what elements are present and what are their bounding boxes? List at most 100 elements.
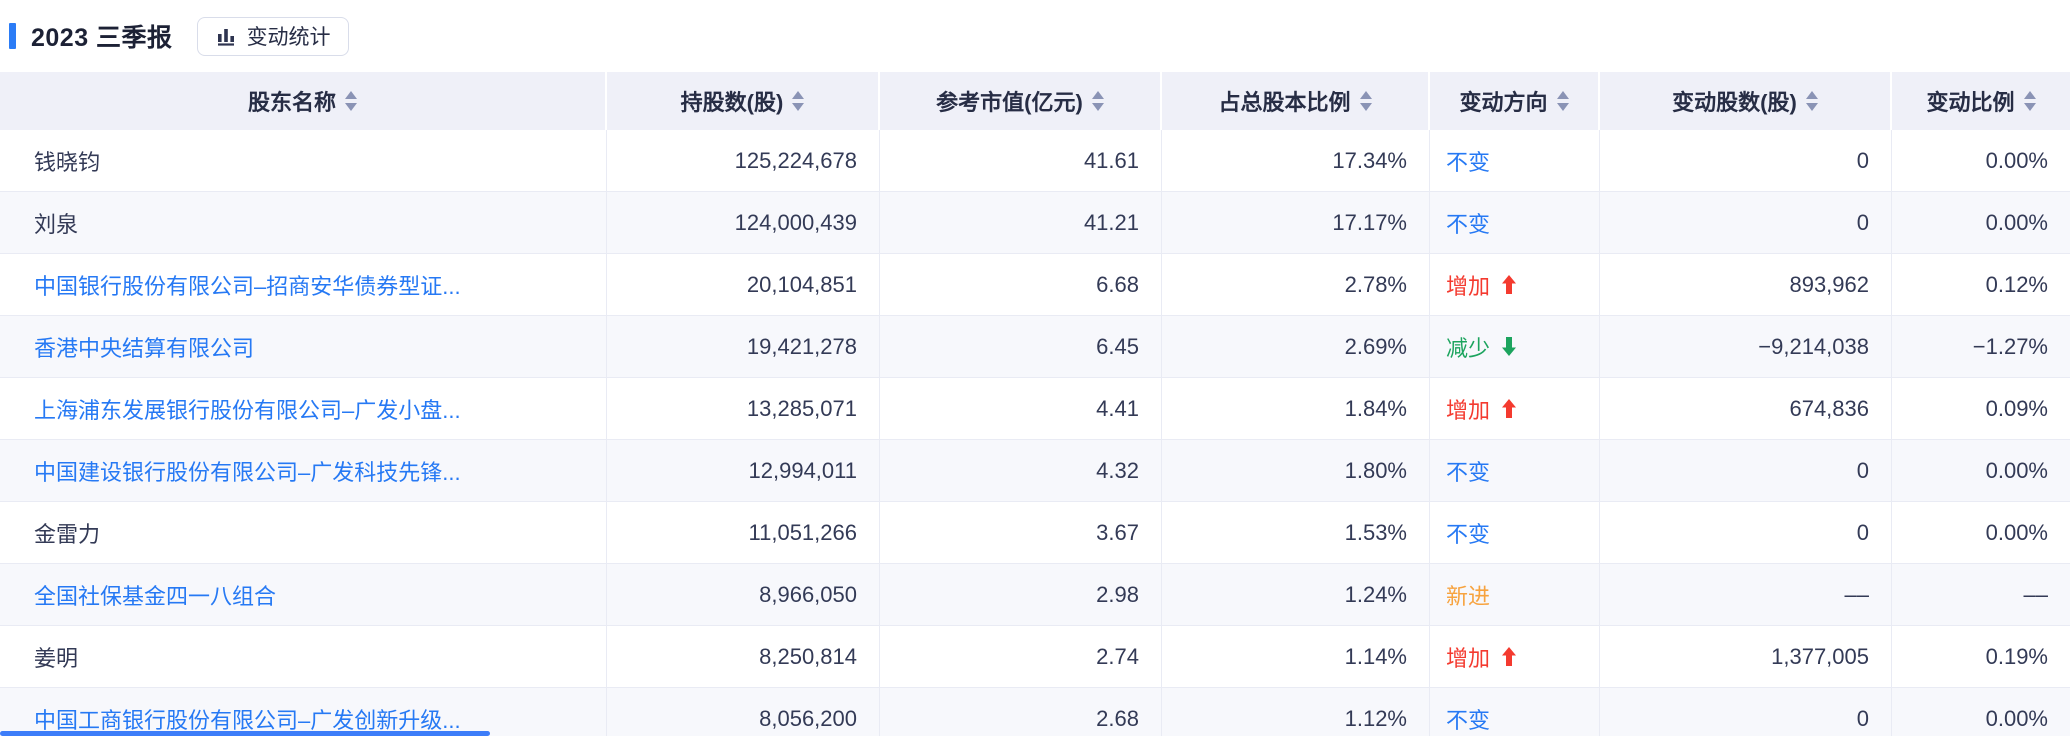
shares-held-cell: 19,421,278 <box>607 316 880 377</box>
table-row: 金雷力 11,051,266 3.67 1.53% 不变 0 0.00% <box>0 502 2070 564</box>
up-arrow-icon <box>1501 398 1517 419</box>
column-header-shareholder-name[interactable]: 股东名称 <box>0 72 607 130</box>
change-ratio-cell: 0.00% <box>1985 457 2048 483</box>
shareholder-name-link[interactable]: 上海浦东发展银行股份有限公司–广发小盘... <box>34 397 461 423</box>
column-header-ratio-of-total[interactable]: 占总股本比例 <box>1162 72 1430 130</box>
market-value-cell: 41.21 <box>880 192 1162 253</box>
change-shares-cell: 1,377,005 <box>1600 626 1892 687</box>
market-value-cell: 4.32 <box>880 440 1162 501</box>
column-header-change-shares[interactable]: 变动股数(股) <box>1600 72 1892 130</box>
change-shares-cell: 674,836 <box>1600 378 1892 439</box>
change-direction-cell: 减少 <box>1430 316 1600 377</box>
shareholder-name-cell: 中国银行股份有限公司–招商安华债券型证... <box>0 254 607 315</box>
shareholder-name: 刘泉 <box>34 211 79 237</box>
sort-icon <box>1091 91 1104 111</box>
direction-label: 增加 <box>1446 397 1491 423</box>
change-shares-cell: –– <box>1600 564 1892 625</box>
change-shares-cell: 0 <box>1600 440 1892 501</box>
shareholder-name-cell: 钱晓钧 <box>0 130 607 191</box>
ratio-cell: 1.12% <box>1162 688 1430 736</box>
direction-label: 新进 <box>1446 583 1491 609</box>
shareholder-name: 钱晓钧 <box>34 149 101 175</box>
column-header-label: 股东名称 <box>247 90 336 115</box>
shareholder-name-cell: 全国社保基金四一八组合 <box>0 564 607 625</box>
shareholder-name-cell: 上海浦东发展银行股份有限公司–广发小盘... <box>0 378 607 439</box>
column-header-label: 变动比例 <box>1926 90 2015 115</box>
title-bar: 2023 三季报 变动统计 <box>0 0 2070 72</box>
shareholder-name-cell: 姜明 <box>0 626 607 687</box>
page-title: 2023 三季报 <box>31 24 173 52</box>
column-header-change-direction[interactable]: 变动方向 <box>1430 72 1600 130</box>
shares-held-cell: 12,994,011 <box>607 440 880 501</box>
change-ratio-cell: −1.27% <box>1972 333 2048 359</box>
sort-icon <box>345 91 357 111</box>
sort-icon <box>2023 91 2036 111</box>
change-direction-cell: 增加 <box>1430 626 1600 687</box>
shares-held-cell: 125,224,678 <box>607 130 880 191</box>
shareholders-table: 股东名称 持股数(股) 参考市值(亿元) 占总股本比例 变动方向 变动股数(股) <box>0 72 2070 736</box>
column-header-change-ratio[interactable]: 变动比例 <box>1892 72 2070 130</box>
change-shares-cell: 0 <box>1600 502 1892 563</box>
change-direction-cell: 增加 <box>1430 254 1600 315</box>
shares-held-cell: 13,285,071 <box>607 378 880 439</box>
ratio-cell: 17.17% <box>1162 192 1430 253</box>
market-value-cell: 3.67 <box>880 502 1162 563</box>
ratio-cell: 1.14% <box>1162 626 1430 687</box>
sort-icon <box>1359 91 1372 111</box>
change-ratio-cell: –– <box>2023 581 2048 607</box>
title-accent-bar <box>9 23 16 49</box>
change-ratio-cell: 0.00% <box>1985 209 2048 235</box>
direction-label: 增加 <box>1446 645 1491 671</box>
change-shares-cell: 0 <box>1600 688 1892 736</box>
shares-held-cell: 8,250,814 <box>607 626 880 687</box>
change-direction-cell: 新进 <box>1430 564 1600 625</box>
change-ratio-cell: 0.00% <box>1985 147 2048 173</box>
shareholder-name-link[interactable]: 全国社保基金四一八组合 <box>34 583 277 609</box>
table-row: 姜明 8,250,814 2.74 1.14% 增加 1,377,005 0.1… <box>0 626 2070 688</box>
column-header-label: 持股数(股) <box>680 90 784 115</box>
change-stats-button-label: 变动统计 <box>246 26 331 49</box>
shareholder-name-cell: 中国工商银行股份有限公司–广发创新升级... <box>0 688 607 736</box>
change-shares-cell: −9,214,038 <box>1600 316 1892 377</box>
shares-held-cell: 20,104,851 <box>607 254 880 315</box>
market-value-cell: 4.41 <box>880 378 1162 439</box>
table-row: 上海浦东发展银行股份有限公司–广发小盘... 13,285,071 4.41 1… <box>0 378 2070 440</box>
change-stats-button[interactable]: 变动统计 <box>196 16 349 56</box>
table-row: 中国建设银行股份有限公司–广发科技先锋... 12,994,011 4.32 1… <box>0 440 2070 502</box>
change-shares-cell: 893,962 <box>1600 254 1892 315</box>
shares-held-cell: 8,966,050 <box>607 564 880 625</box>
market-value-cell: 2.98 <box>880 564 1162 625</box>
direction-label: 不变 <box>1446 211 1491 237</box>
column-header-market-value[interactable]: 参考市值(亿元) <box>880 72 1162 130</box>
sort-icon <box>1805 91 1818 111</box>
direction-label: 不变 <box>1446 707 1491 733</box>
shareholder-name: 姜明 <box>34 645 79 671</box>
column-header-label: 变动方向 <box>1459 90 1548 115</box>
change-ratio-cell: 0.00% <box>1985 705 2048 731</box>
shareholder-name-link[interactable]: 香港中央结算有限公司 <box>34 335 255 361</box>
change-direction-cell: 不变 <box>1430 440 1600 501</box>
column-header-label: 参考市值(亿元) <box>936 90 1083 115</box>
sort-icon <box>792 91 805 111</box>
change-ratio-cell: 0.09% <box>1985 395 2048 421</box>
up-arrow-icon <box>1501 646 1517 667</box>
shares-held-cell: 11,051,266 <box>607 502 880 563</box>
shareholder-name-link[interactable]: 中国建设银行股份有限公司–广发科技先锋... <box>34 459 461 485</box>
market-value-cell: 6.45 <box>880 316 1162 377</box>
ratio-cell: 1.84% <box>1162 378 1430 439</box>
horizontal-scrollbar-thumb[interactable] <box>0 731 490 736</box>
change-shares-cell: 0 <box>1600 130 1892 191</box>
column-header-shares-held[interactable]: 持股数(股) <box>607 72 880 130</box>
shareholder-name-link[interactable]: 中国银行股份有限公司–招商安华债券型证... <box>34 273 461 299</box>
direction-label: 不变 <box>1446 459 1491 485</box>
change-direction-cell: 不变 <box>1430 130 1600 191</box>
up-arrow-icon <box>1501 274 1517 295</box>
ratio-cell: 17.34% <box>1162 130 1430 191</box>
table-row: 中国工商银行股份有限公司–广发创新升级... 8,056,200 2.68 1.… <box>0 688 2070 736</box>
shareholder-name-link[interactable]: 中国工商银行股份有限公司–广发创新升级... <box>34 707 461 733</box>
change-shares-cell: 0 <box>1600 192 1892 253</box>
market-value-cell: 41.61 <box>880 130 1162 191</box>
ratio-cell: 2.69% <box>1162 316 1430 377</box>
direction-label: 减少 <box>1446 335 1491 361</box>
market-value-cell: 2.68 <box>880 688 1162 736</box>
